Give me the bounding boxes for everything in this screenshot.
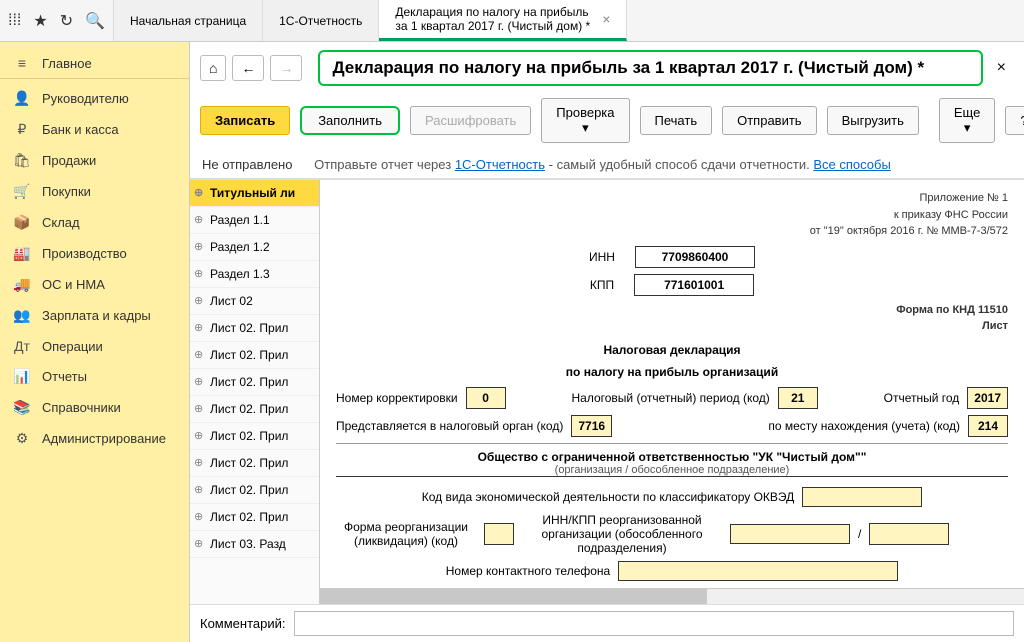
- check-button[interactable]: Проверка ▾: [541, 98, 629, 143]
- inn-label: ИНН: [589, 250, 615, 264]
- apps-icon[interactable]: ⁞⁞⁞: [8, 12, 21, 30]
- tree-item[interactable]: Титульный ли: [190, 180, 319, 207]
- organ-label: Представляется в налоговый орган (код): [336, 419, 563, 433]
- section-tree: Титульный ли Раздел 1.1 Раздел 1.2 Разде…: [190, 180, 320, 604]
- sheet-label: Лист: [982, 320, 1008, 332]
- sidebar-item-sales[interactable]: 🛍Продажи: [0, 145, 189, 176]
- org-sub: (организация / обособленное подразделени…: [336, 464, 1008, 477]
- page-title: Декларация по налогу на прибыль за 1 ква…: [318, 50, 982, 86]
- comment-label: Комментарий:: [200, 616, 286, 631]
- period-label: Налоговый (отчетный) период (код): [571, 391, 769, 405]
- sidebar-item-assets[interactable]: 🚚ОС и НМА: [0, 269, 189, 300]
- corr-field[interactable]: 0: [466, 387, 506, 409]
- tree-item[interactable]: Лист 03. Разд: [190, 531, 319, 558]
- sidebar-item-production[interactable]: 🏭Производство: [0, 238, 189, 269]
- appendix-label: Приложение № 1: [336, 190, 1008, 207]
- horizontal-scrollbar[interactable]: [320, 588, 1024, 604]
- home-button[interactable]: ⌂: [200, 55, 226, 81]
- tab-start[interactable]: Начальная страница: [114, 0, 263, 41]
- kpp-label: КПП: [590, 278, 614, 292]
- history-icon[interactable]: ↻: [60, 11, 73, 31]
- sidebar-item-salary[interactable]: 👥Зарплата и кадры: [0, 300, 189, 331]
- kpp-field[interactable]: 771601001: [634, 274, 754, 296]
- reorg-label: Форма реорганизации (ликвидация) (код): [336, 520, 476, 548]
- write-button[interactable]: Записать: [200, 106, 290, 135]
- sidebar-item-admin[interactable]: ⚙Администрирование: [0, 423, 189, 454]
- tree-item[interactable]: Лист 02. Прил: [190, 315, 319, 342]
- more-button[interactable]: Еще ▾: [939, 98, 995, 143]
- year-label: Отчетный год: [884, 391, 960, 405]
- sidebar-item-reports[interactable]: 📊Отчеты: [0, 361, 189, 392]
- okved-field[interactable]: [802, 487, 922, 507]
- reorg-inn-field[interactable]: [730, 524, 850, 544]
- close-page-button[interactable]: ×: [989, 59, 1014, 77]
- send-button[interactable]: Отправить: [722, 106, 816, 135]
- sidebar-item-refs[interactable]: 📚Справочники: [0, 392, 189, 423]
- order-label: к приказу ФНС России: [336, 207, 1008, 224]
- organ-field[interactable]: 7716: [571, 415, 612, 437]
- sidebar-item-manager[interactable]: 👤Руководителю: [0, 83, 189, 114]
- place-field[interactable]: 214: [968, 415, 1008, 437]
- tree-item[interactable]: Раздел 1.3: [190, 261, 319, 288]
- reorg-kpp-field[interactable]: [869, 523, 949, 545]
- status-state: Не отправлено: [202, 157, 292, 172]
- tree-item[interactable]: Лист 02. Прил: [190, 504, 319, 531]
- knd-label: Форма по КНД 11510: [896, 304, 1008, 316]
- form-title-2: по налогу на прибыль организаций: [336, 365, 1008, 379]
- tree-item[interactable]: Раздел 1.2: [190, 234, 319, 261]
- tree-item[interactable]: Лист 02. Прил: [190, 369, 319, 396]
- sidebar-item-main[interactable]: ≡Главное: [0, 48, 189, 79]
- tree-item[interactable]: Раздел 1.1: [190, 207, 319, 234]
- close-icon[interactable]: ×: [602, 11, 610, 27]
- upload-button[interactable]: Выгрузить: [827, 106, 919, 135]
- corr-label: Номер корректировки: [336, 391, 458, 405]
- back-button[interactable]: ←: [232, 55, 264, 81]
- help-button[interactable]: ?: [1005, 106, 1024, 135]
- forward-button[interactable]: →: [270, 55, 302, 81]
- org-name: Общество с ограниченной ответственностью…: [336, 450, 1008, 464]
- star-icon[interactable]: ★: [33, 11, 47, 31]
- status-text: Отправьте отчет через: [314, 157, 455, 172]
- sidebar-item-operations[interactable]: ДтОперации: [0, 331, 189, 361]
- decrypt-button[interactable]: Расшифровать: [410, 106, 531, 135]
- tree-item[interactable]: Лист 02. Прил: [190, 450, 319, 477]
- tree-item[interactable]: Лист 02. Прил: [190, 423, 319, 450]
- tree-item[interactable]: Лист 02: [190, 288, 319, 315]
- place-label: по месту нахождения (учета) (код): [768, 419, 960, 433]
- phone-label: Номер контактного телефона: [446, 564, 610, 578]
- phone-field[interactable]: [618, 561, 898, 581]
- reorg-inn-label: ИНН/КПП реорганизованной организации (об…: [522, 513, 722, 555]
- tree-item[interactable]: Лист 02. Прил: [190, 342, 319, 369]
- year-field[interactable]: 2017: [967, 387, 1008, 409]
- tab-bar: Начальная страница 1С-Отчетность Деклара…: [114, 0, 1024, 41]
- reorg-field[interactable]: [484, 523, 514, 545]
- print-button[interactable]: Печать: [640, 106, 713, 135]
- form-title-1: Налоговая декларация: [336, 343, 1008, 357]
- sidebar-item-warehouse[interactable]: 📦Склад: [0, 207, 189, 238]
- sidebar-item-purchases[interactable]: 🛒Покупки: [0, 176, 189, 207]
- comment-input[interactable]: [294, 611, 1015, 636]
- tree-item[interactable]: Лист 02. Прил: [190, 396, 319, 423]
- sidebar-item-bank[interactable]: ₽Банк и касса: [0, 114, 189, 145]
- tree-item[interactable]: Лист 02. Прил: [190, 477, 319, 504]
- period-field[interactable]: 21: [778, 387, 818, 409]
- search-icon[interactable]: 🔍: [85, 11, 105, 31]
- main-sidebar: ≡Главное 👤Руководителю ₽Банк и касса 🛍Пр…: [0, 42, 190, 642]
- fill-button[interactable]: Заполнить: [300, 106, 400, 135]
- orderdate-label: от "19" октября 2016 г. № ММВ-7-3/572: [336, 223, 1008, 240]
- declaration-form: Приложение № 1 к приказу ФНС России от "…: [320, 180, 1024, 588]
- tab-declaration[interactable]: Декларация по налогу на прибыль за 1 ква…: [379, 0, 627, 41]
- okved-label: Код вида экономической деятельности по к…: [422, 490, 795, 504]
- tab-reporting[interactable]: 1С-Отчетность: [263, 0, 379, 41]
- status-link-all[interactable]: Все способы: [813, 157, 890, 172]
- status-link-1c[interactable]: 1С-Отчетность: [455, 157, 545, 172]
- inn-field[interactable]: 7709860400: [635, 246, 755, 268]
